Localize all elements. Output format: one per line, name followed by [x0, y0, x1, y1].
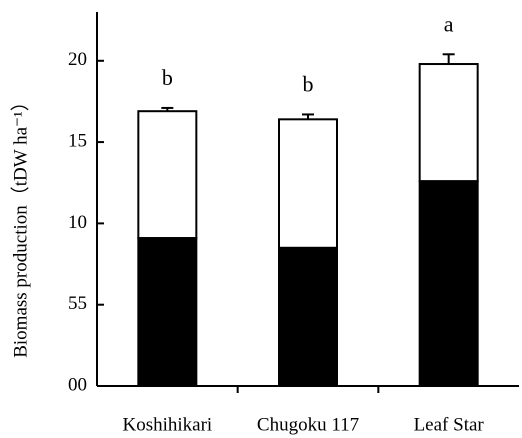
y-tick-label: 10 [68, 212, 87, 233]
y-tick-label: 55 [68, 293, 87, 314]
bar-segment [418, 63, 479, 183]
annotation: a [444, 11, 454, 36]
y-axis-label: Biomass production（tDW ha⁻¹） [9, 92, 31, 358]
bar-segment [418, 180, 479, 387]
annotation: b [303, 71, 314, 96]
x-tick-label: Leaf Star [414, 414, 485, 435]
y-tick-label: 15 [68, 130, 87, 151]
bar-segment [278, 246, 338, 387]
x-tick-label: Koshihikari [122, 414, 212, 435]
bar-segment [137, 237, 198, 387]
annotation: b [162, 65, 173, 90]
bar-segment [137, 110, 198, 240]
y-tick-label: 20 [68, 49, 87, 70]
y-tick-label: 00 [68, 374, 87, 395]
bar-segment [278, 118, 338, 249]
x-tick-label: Chugoku 117 [257, 414, 359, 435]
